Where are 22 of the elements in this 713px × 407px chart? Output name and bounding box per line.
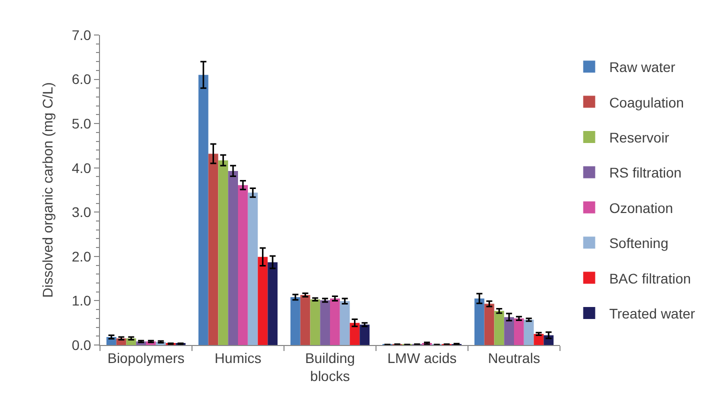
x-tick-label: Building blocks bbox=[305, 350, 355, 384]
x-tick-label: Humics bbox=[214, 350, 262, 366]
legend-label: Raw water bbox=[609, 59, 676, 76]
legend-label: Softening bbox=[609, 235, 668, 252]
y-tick-label: 0.0 bbox=[72, 336, 92, 353]
legend-label: Coagulation bbox=[609, 94, 684, 110]
legend-label: Reservoir bbox=[609, 129, 670, 146]
y-axis-title: Dissolved organic carbon (mg C/L) bbox=[39, 82, 56, 298]
legend-label: BAC filtration bbox=[609, 270, 691, 286]
legend-label: Treated water bbox=[609, 305, 696, 322]
x-tick-label: LMW acids bbox=[387, 350, 457, 366]
legend-label: Ozonation bbox=[609, 200, 674, 216]
y-tick-label: 6.0 bbox=[72, 71, 92, 88]
y-tick-label: 7.0 bbox=[72, 26, 92, 43]
x-tick-label: Biopolymers bbox=[107, 350, 185, 366]
y-tick-label: 1.0 bbox=[72, 292, 92, 309]
y-tick-label: 3.0 bbox=[72, 204, 92, 220]
y-tick-label: 4.0 bbox=[72, 160, 92, 176]
y-tick-label: 2.0 bbox=[72, 248, 92, 264]
legend-label: RS filtration bbox=[609, 164, 682, 181]
y-tick-label: 5.0 bbox=[72, 115, 92, 132]
x-tick-label: Neutrals bbox=[488, 350, 540, 366]
